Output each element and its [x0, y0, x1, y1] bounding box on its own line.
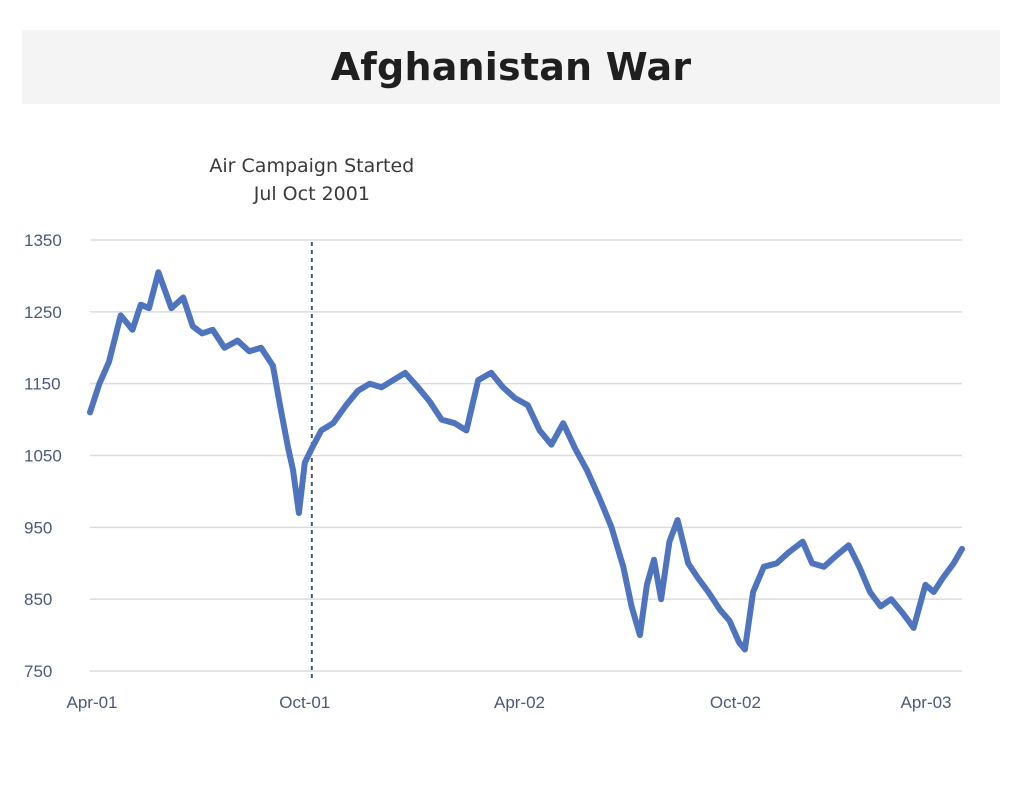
y-tick-label: 1350 — [24, 231, 62, 250]
series-line — [87, 269, 965, 653]
title-band: Afghanistan War — [22, 30, 1000, 104]
y-tick-label: 750 — [24, 662, 52, 681]
gridlines — [90, 239, 962, 672]
y-tick-label: 950 — [24, 518, 52, 537]
x-tick-label: Apr-01 — [66, 693, 117, 712]
y-tick-label: 1050 — [24, 447, 62, 466]
x-tick-label: Oct-02 — [710, 693, 761, 712]
annotation-line-1: Air Campaign Started — [209, 155, 414, 177]
y-tick-label: 850 — [24, 590, 52, 609]
y-axis-ticks: 750 850 950 1050 1150 1250 1350 — [24, 231, 62, 681]
chart-title: Afghanistan War — [330, 45, 692, 89]
y-tick-label: 1150 — [24, 375, 61, 394]
annotation-line-2: Jul Oct 2001 — [253, 183, 370, 205]
x-axis-ticks: Apr-01 Oct-01 Apr-02 Oct-02 Apr-03 — [66, 693, 951, 712]
y-tick-label: 1250 — [24, 303, 62, 322]
x-tick-label: Apr-03 — [900, 693, 951, 712]
x-tick-label: Oct-01 — [279, 693, 330, 712]
x-tick-label: Apr-02 — [494, 693, 545, 712]
